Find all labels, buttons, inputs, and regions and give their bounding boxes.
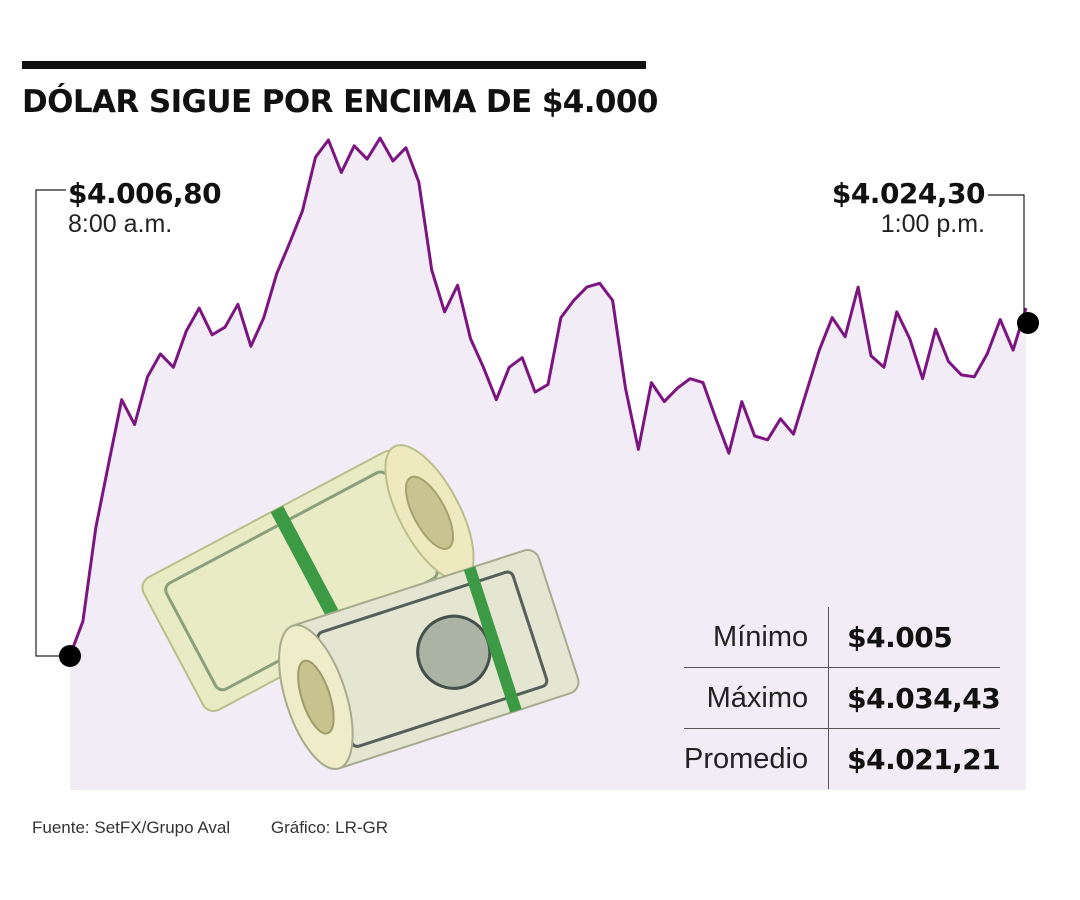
opening-leader-line: [35, 189, 70, 657]
stat-value: $4.021,21: [828, 728, 1001, 789]
stat-label: Mínimo: [684, 607, 830, 668]
closing-price-callout: $4.024,30 1:00 p.m.: [831, 177, 986, 239]
dollar-rolls-image: [141, 444, 580, 771]
closing-leader-line: [988, 194, 1025, 323]
chart-title: DÓLAR SIGUE POR ENCIMA DE $4.000: [22, 84, 658, 120]
closing-price-value: $4.024,30: [831, 177, 986, 210]
stat-row-min: Mínimo $4.005: [684, 607, 1000, 668]
stat-value: $4.034,43: [828, 667, 1001, 729]
stat-row-avg: Promedio $4.021,21: [684, 728, 1001, 789]
opening-price-callout: $4.006,80 8:00 a.m.: [68, 177, 222, 239]
opening-price-value: $4.006,80: [68, 177, 222, 210]
stat-value: $4.005: [847, 620, 953, 654]
closing-point-marker: [1017, 312, 1039, 334]
stat-label: Promedio: [684, 728, 830, 789]
summary-stats-table: Mínimo $4.005 Máximo $4.034,43 Promedio …: [684, 607, 1001, 789]
opening-point-marker: [59, 645, 81, 667]
graphic-credit: Gráfico: LR-GR: [270, 818, 389, 837]
source-note: Fuente: SetFX/Grupo Aval: [32, 818, 231, 837]
top-rule: [22, 61, 646, 69]
price-series-line: [68, 136, 1028, 657]
opening-price-time: 8:00 a.m.: [68, 210, 173, 239]
stat-label: Máximo: [684, 667, 830, 729]
closing-price-time: 1:00 p.m.: [880, 210, 985, 239]
footer: Fuente: SetFX/Grupo Aval Gráfico: LR-GR: [32, 818, 388, 838]
stat-row-max: Máximo $4.034,43: [684, 667, 1001, 729]
